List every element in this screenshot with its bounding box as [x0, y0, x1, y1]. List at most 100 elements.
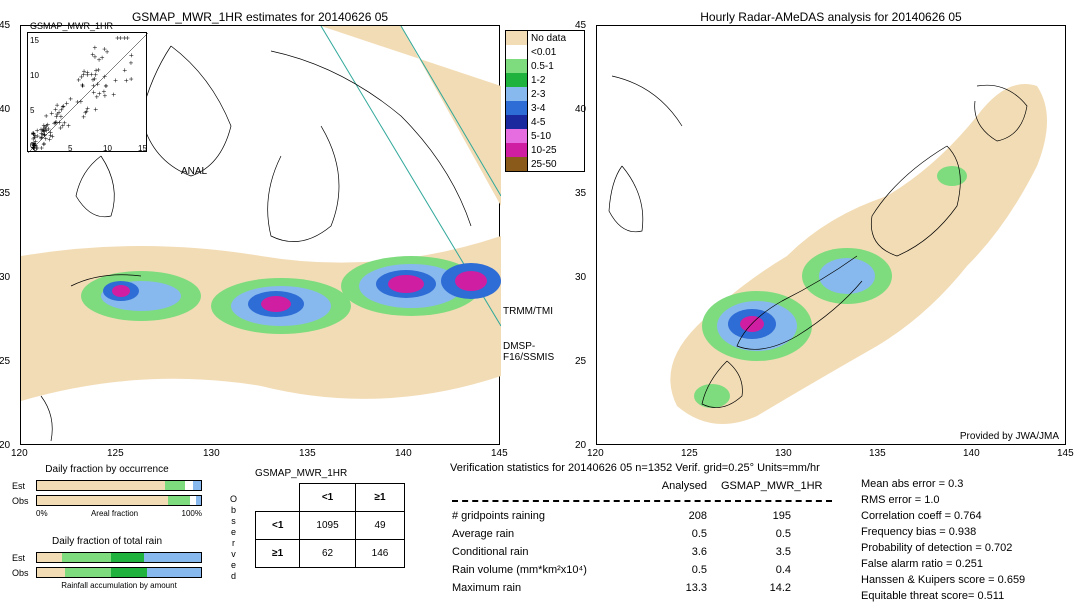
bar-seg — [196, 496, 201, 505]
bar-seg — [168, 496, 189, 505]
x-tick: 140 — [395, 448, 412, 459]
legend-swatch — [506, 87, 528, 101]
verif-row: Rain volume (mm*km²x10⁴)0.50.4 — [452, 562, 851, 578]
cont-header: GSMAP_MWR_1HR — [255, 468, 347, 479]
cont-cell-01: 49 — [355, 512, 405, 540]
bar-seg — [37, 496, 168, 505]
total-title: Daily fraction of total rain — [12, 536, 202, 547]
right-map-panel: Hourly Radar-AMeDAS analysis for 2014062… — [596, 25, 1066, 445]
verif-header: Verification statistics for 20140626 05 … — [450, 460, 1070, 476]
verif-row: Conditional rain3.63.5 — [452, 544, 851, 560]
bar-row: Obs — [12, 494, 202, 507]
anal-label: ANAL — [181, 166, 207, 177]
legend-label: <0.01 — [528, 47, 556, 58]
legend-swatch — [506, 157, 528, 171]
bar — [36, 552, 202, 563]
x-tick: 125 — [681, 448, 698, 459]
cont-row2: ≥1 — [256, 540, 300, 568]
svg-text:10: 10 — [103, 144, 112, 153]
x-tick: 140 — [963, 448, 980, 459]
legend-swatch — [506, 59, 528, 73]
cont-cell-11: 146 — [355, 540, 405, 568]
legend-label: 25-50 — [528, 159, 557, 170]
y-tick: 35 — [575, 188, 586, 199]
legend-label: 10-25 — [528, 145, 557, 156]
bar-seg — [111, 553, 144, 562]
contingency-block: GSMAP_MWR_1HR <1 ≥1 <1 1095 49 ≥1 62 146 — [255, 468, 347, 483]
scatter-svg: 051015 051015 — [28, 33, 148, 153]
cont-cell-10: 62 — [300, 540, 355, 568]
inset-title: GSMAP_MWR_1HR — [30, 21, 113, 31]
legend-label: 0.5-1 — [528, 61, 554, 72]
swath-2-label: DMSP-F16/SSMIS — [503, 341, 554, 363]
legend-row-8: 10-25 — [506, 143, 584, 157]
verif-col-gsmap: GSMAP_MWR_1HR — [721, 478, 851, 494]
x-tick: 135 — [299, 448, 316, 459]
svg-text:15: 15 — [138, 144, 147, 153]
swath-1-label: TRMM/TMI — [503, 306, 553, 317]
score-line: RMS error = 1.0 — [861, 492, 1025, 508]
legend-label: 3-4 — [528, 103, 545, 114]
y-tick: 20 — [575, 440, 586, 451]
y-tick: 25 — [0, 356, 10, 367]
bar-row: Est — [12, 479, 202, 492]
bar-seg — [111, 568, 147, 577]
legend-row-7: 5-10 — [506, 129, 584, 143]
x-tick: 145 — [1057, 448, 1074, 459]
bar-label: Obs — [12, 496, 36, 506]
right-map-svg — [597, 26, 1067, 446]
y-tick: 35 — [0, 188, 10, 199]
scatter-inset: GSMAP_MWR_1HR 051015 051015 — [27, 32, 147, 152]
right-map-title: Hourly Radar-AMeDAS analysis for 2014062… — [597, 10, 1065, 24]
verif-scores: Mean abs error = 0.3RMS error = 1.0Corre… — [861, 476, 1025, 604]
occurrence-title: Daily fraction by occurrence — [12, 464, 202, 475]
left-map-panel: GSMAP_MWR_1HR estimates for 20140626 05 — [20, 25, 500, 445]
bar-label: Est — [12, 553, 36, 563]
contingency-table: <1 ≥1 <1 1095 49 ≥1 62 146 — [255, 483, 405, 568]
score-line: Frequency bias = 0.938 — [861, 524, 1025, 540]
verif-row: Average rain0.50.5 — [452, 526, 851, 542]
bar-seg — [37, 553, 62, 562]
legend-row-2: 0.5-1 — [506, 59, 584, 73]
legend-swatch — [506, 31, 528, 45]
svg-text:5: 5 — [68, 144, 73, 153]
bottom-area: Daily fraction by occurrence EstObs 0% A… — [0, 460, 1080, 612]
verif-row: # gridpoints raining208195 — [452, 508, 851, 524]
verif-row: Maximum rain13.314.2 — [452, 580, 851, 596]
legend-row-3: 1-2 — [506, 73, 584, 87]
legend-swatch — [506, 45, 528, 59]
bar — [36, 567, 202, 578]
y-tick: 45 — [575, 20, 586, 31]
bar-seg — [62, 553, 111, 562]
x-tick: 130 — [775, 448, 792, 459]
cont-row1: <1 — [256, 512, 300, 540]
x-tick: 125 — [107, 448, 124, 459]
total-axis-title: Rainfall accumulation by amount — [61, 581, 177, 590]
svg-text:0: 0 — [30, 141, 35, 150]
bar-seg — [165, 481, 185, 490]
score-line: False alarm ratio = 0.251 — [861, 556, 1025, 572]
legend-row-5: 3-4 — [506, 101, 584, 115]
legend-swatch — [506, 73, 528, 87]
total-rain-bars: Daily fraction of total rain Est Obs Rain… — [12, 536, 202, 590]
legend-row-1: <0.01 — [506, 45, 584, 59]
legend-row-0: No data — [506, 31, 584, 45]
bar-label: Obs — [12, 568, 36, 578]
score-line: Mean abs error = 0.3 — [861, 476, 1025, 492]
score-line: Probability of detection = 0.702 — [861, 540, 1025, 556]
bar-row: Obs — [12, 566, 202, 579]
cont-col1: <1 — [300, 484, 355, 512]
y-tick: 40 — [0, 104, 10, 115]
svg-text:10: 10 — [30, 71, 39, 80]
verif-table: Analysed GSMAP_MWR_1HR # gridpoints rain… — [450, 476, 853, 598]
y-tick: 20 — [0, 440, 10, 451]
legend-label: 5-10 — [528, 131, 551, 142]
verification-stats: Verification statistics for 20140626 05 … — [450, 460, 1070, 604]
color-legend: No data<0.010.5-11-22-33-44-55-1010-2525… — [505, 30, 585, 172]
x-tick: 130 — [203, 448, 220, 459]
score-line: Correlation coeff = 0.764 — [861, 508, 1025, 524]
bar-seg — [147, 568, 201, 577]
bar-row: Est — [12, 551, 202, 564]
x-tick: 135 — [869, 448, 886, 459]
x-tick: 120 — [11, 448, 28, 459]
